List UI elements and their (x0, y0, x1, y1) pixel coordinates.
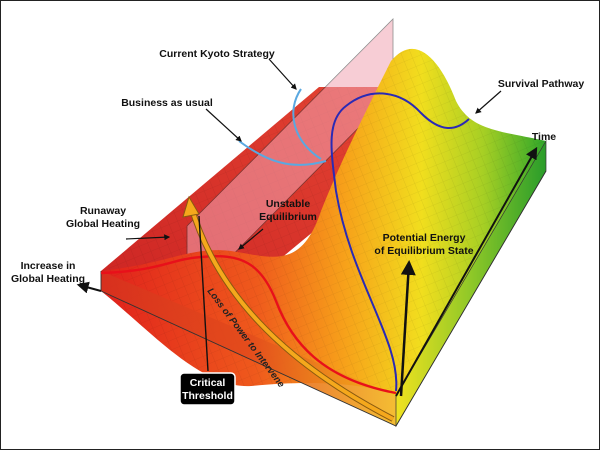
critical-label-2: Threshold (182, 390, 233, 402)
heating-axis-arrow (76, 281, 102, 294)
potential-label-2: of Equilibrium State (374, 245, 473, 257)
survival-path (330, 92, 470, 392)
potential-axis-arrow (399, 260, 416, 397)
time-label: Time (532, 131, 556, 143)
survival-label: Survival Pathway (498, 78, 585, 90)
business-pointer (205, 108, 242, 142)
unstable-pointer (238, 228, 264, 250)
time-axis-arrow (395, 146, 538, 397)
red-path (100, 255, 397, 395)
increase-label-2: Global Heating (11, 273, 85, 285)
loss-of-power-arrow (182, 195, 395, 422)
runaway-pointer (125, 234, 171, 241)
business-as-usual-path (238, 140, 327, 166)
business-label: Business as usual (121, 97, 213, 109)
potential-label-1: Potential Energy (383, 232, 466, 244)
runaway-label-2: Global Heating (66, 218, 140, 230)
increase-label-1: Increase in (21, 260, 76, 272)
critical-threshold-box: Critical Threshold (179, 372, 236, 406)
kyoto-pointer (268, 58, 297, 90)
kyoto-path (292, 88, 322, 160)
front-face (101, 271, 396, 426)
unstable-label-1: Unstable (266, 198, 311, 210)
base-edge (100, 170, 547, 427)
kyoto-label: Current Kyoto Strategy (159, 48, 275, 60)
unstable-label-2: Equilibrium (259, 211, 317, 223)
runaway-label-1: Runaway (80, 205, 126, 217)
survival-pointer (475, 90, 502, 114)
energy-surface (101, 48, 546, 396)
critical-pointer (198, 215, 209, 372)
critical-label-1: Critical (190, 377, 226, 389)
